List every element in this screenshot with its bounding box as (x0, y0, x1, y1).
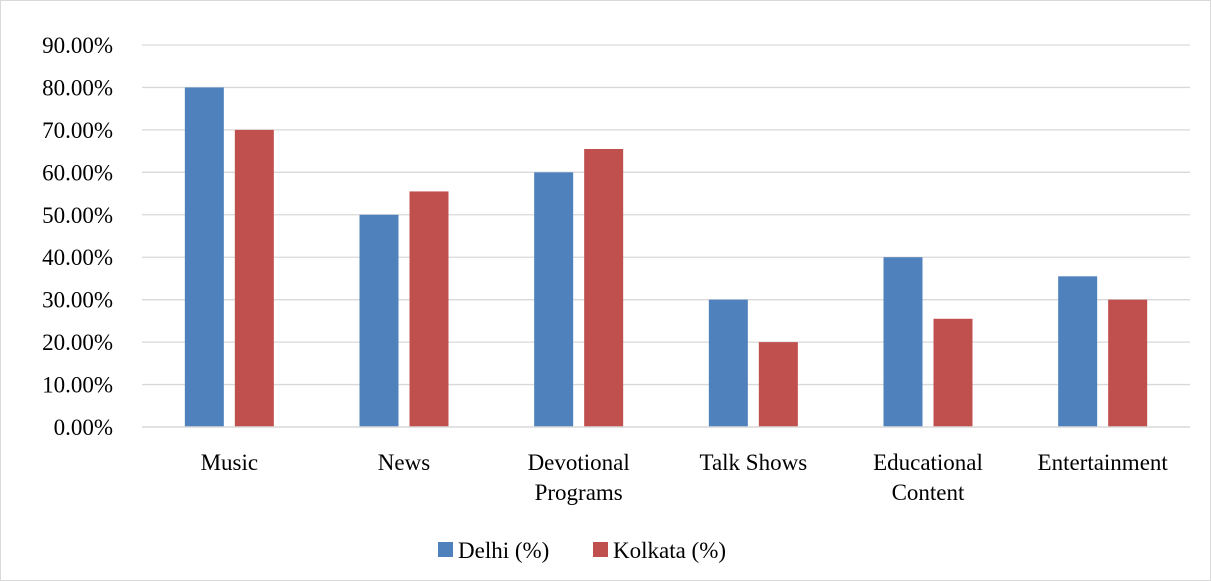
y-tick-label: 40.00% (42, 245, 113, 270)
bar-delhi-3 (708, 299, 748, 427)
x-category-label: Programs (535, 480, 623, 505)
y-tick-label: 80.00% (42, 75, 113, 100)
x-category-label: News (378, 450, 430, 475)
bar-delhi-1 (359, 214, 399, 427)
bar-kolkata-2 (584, 148, 624, 427)
legend-label-kolkata: Kolkata (%) (613, 538, 726, 563)
bar-kolkata-3 (758, 342, 798, 427)
y-tick-label: 90.00% (42, 33, 113, 58)
x-category-label: Content (892, 480, 965, 505)
legend-label-delhi: Delhi (%) (458, 538, 549, 563)
y-tick-label: 50.00% (42, 203, 113, 228)
bar-kolkata-0 (234, 129, 274, 427)
bar-kolkata-4 (933, 318, 973, 427)
legend: Delhi (%) Kolkata (%) (438, 538, 726, 563)
bar-delhi-0 (184, 87, 224, 427)
bar-delhi-5 (1058, 276, 1098, 427)
x-axis-category-labels: Music News Devotional Programs Talk Shows Edu… (201, 450, 1169, 505)
bar-delhi-2 (534, 172, 574, 427)
y-tick-label: 10.00% (42, 373, 113, 398)
legend-swatch-delhi (438, 542, 453, 557)
legend-swatch-kolkata (593, 542, 608, 557)
y-tick-label: 20.00% (42, 330, 113, 355)
y-axis-tick-labels: 0.00% 10.00% 20.00% 30.00% 40.00% 50.00% 60.00… (42, 33, 113, 440)
y-tick-label: 30.00% (42, 288, 113, 313)
x-category-label: Devotional (528, 450, 630, 475)
x-category-label: Educational (873, 450, 983, 475)
y-tick-label: 60.00% (42, 160, 113, 185)
gridlines (142, 44, 1190, 386)
x-category-label: Music (201, 450, 259, 475)
y-tick-label: 70.00% (42, 118, 113, 143)
bar-kolkata-5 (1108, 299, 1148, 427)
bar-kolkata-1 (409, 191, 449, 427)
x-category-label: Entertainment (1038, 450, 1169, 475)
x-category-label: Talk Shows (700, 450, 808, 475)
bar-delhi-4 (883, 257, 923, 427)
y-tick-label: 0.00% (54, 415, 113, 440)
bars (184, 87, 1148, 427)
